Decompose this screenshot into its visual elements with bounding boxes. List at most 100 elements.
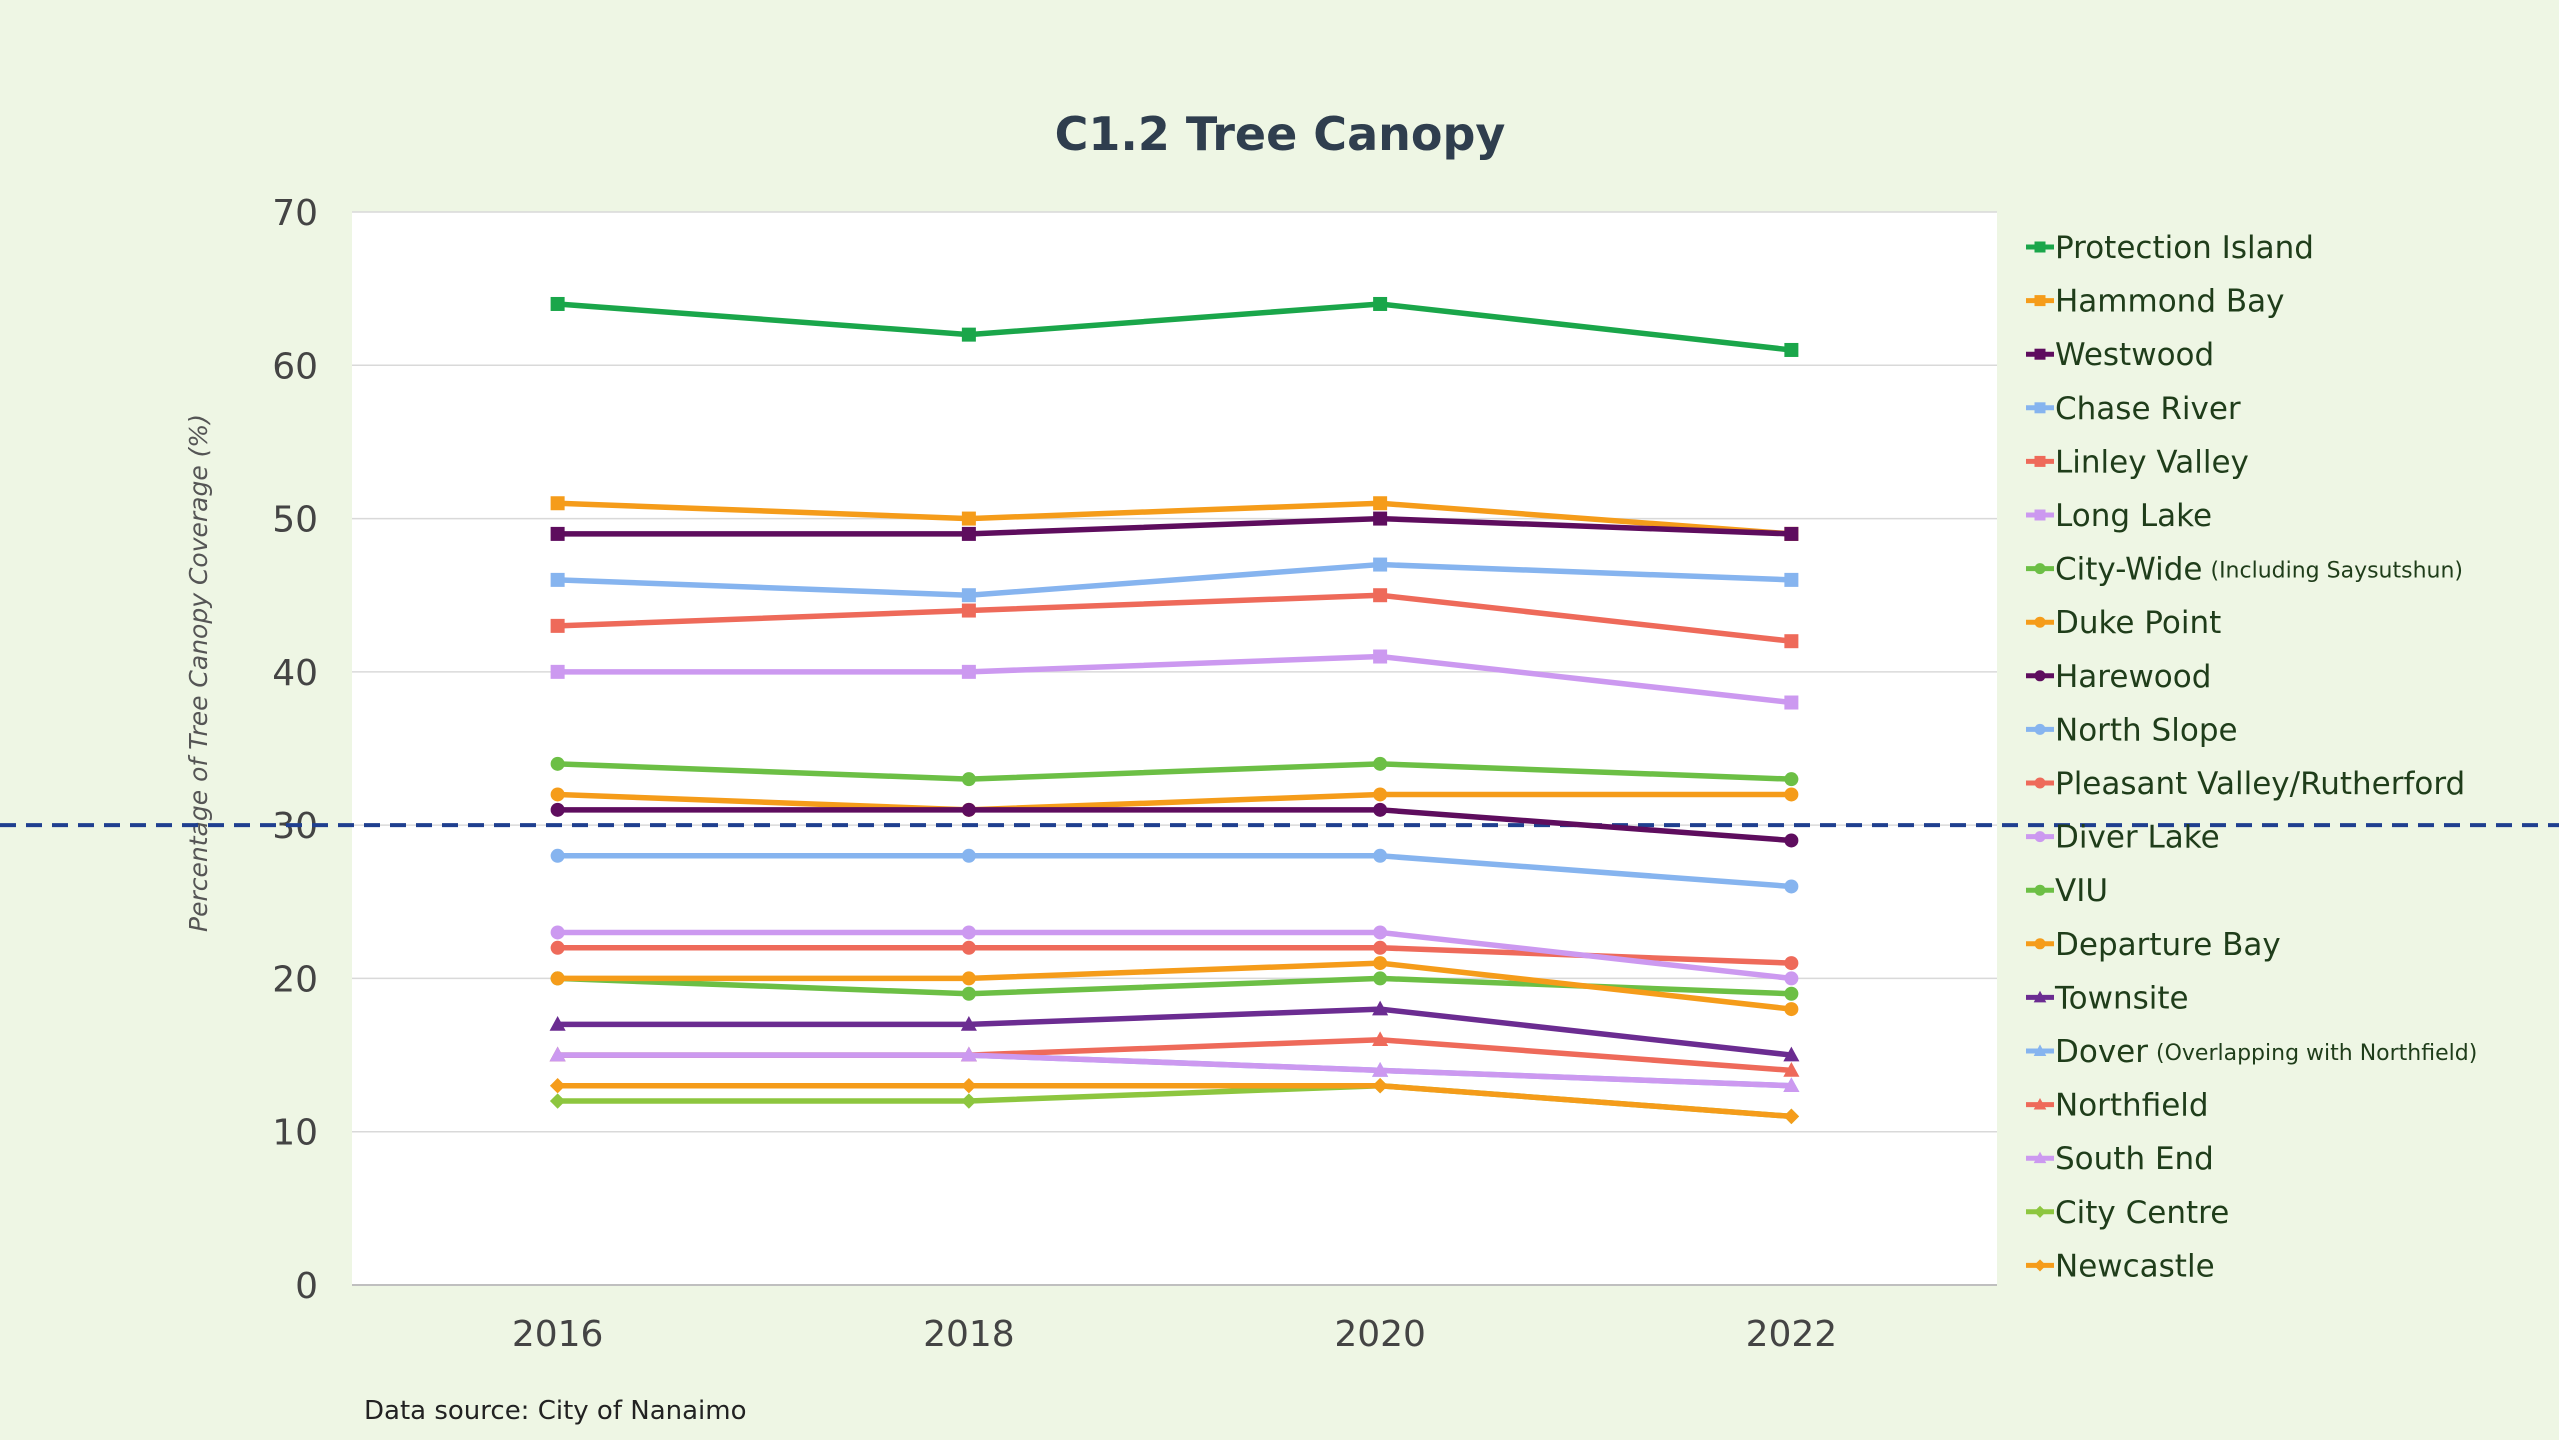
- data-point: [549, 1093, 566, 1109]
- series-group: [549, 1078, 1800, 1125]
- legend-label: City-Wide: [2055, 552, 2202, 588]
- chart-title: C1.2 Tree Canopy: [1055, 107, 1506, 161]
- legend-item: Protection Island: [2026, 230, 2314, 266]
- data-point: [1783, 1077, 1800, 1093]
- legend-label: Chase River: [2055, 391, 2241, 427]
- data-point: [550, 526, 565, 541]
- legend-item: Hammond Bay: [2026, 284, 2284, 320]
- x-tick-label: 2022: [1746, 1314, 1838, 1355]
- data-point: [1373, 496, 1388, 511]
- data-point: [550, 802, 565, 817]
- legend-marker: [2034, 831, 2046, 843]
- legend-label: Diver Lake: [2055, 820, 2220, 856]
- data-point: [1783, 1046, 1800, 1062]
- x-tick-label: 2016: [512, 1314, 604, 1355]
- data-point: [1373, 848, 1388, 863]
- y-tick-label: 70: [272, 193, 318, 234]
- legend-label: Departure Bay: [2055, 927, 2281, 963]
- data-point: [1784, 695, 1799, 710]
- legend-label: North Slope: [2055, 712, 2238, 748]
- data-point: [550, 787, 565, 802]
- legend-marker: [2033, 1205, 2047, 1218]
- legend-item: Harewood: [2026, 659, 2211, 695]
- legend-label: Townsite: [2054, 980, 2189, 1016]
- x-tick-label: 2020: [1334, 1314, 1426, 1355]
- series-group: [550, 848, 1799, 894]
- series-group: [550, 557, 1799, 603]
- legend-item: Chase River: [2026, 391, 2241, 427]
- data-point: [961, 772, 976, 787]
- data-point: [961, 664, 976, 679]
- legend-item: Westwood: [2026, 337, 2214, 373]
- y-tick-label: 0: [295, 1266, 318, 1307]
- data-point: [1784, 986, 1799, 1001]
- legend-marker: [2034, 455, 2046, 467]
- data-point: [961, 327, 976, 342]
- legend-marker: [2033, 1151, 2047, 1164]
- series-line: [557, 500, 1792, 537]
- data-point: [961, 1078, 977, 1094]
- legend-note: (Overlapping with Northfield): [2156, 1041, 2477, 1066]
- data-point: [961, 971, 976, 986]
- series-line: [557, 561, 1792, 598]
- data-point: [1373, 787, 1388, 802]
- series-line: [557, 960, 1792, 1012]
- legend-marker: [2033, 1044, 2047, 1056]
- legend-marker: [2034, 723, 2046, 735]
- legend-marker: [2033, 990, 2047, 1003]
- series-group: [550, 296, 1799, 357]
- data-point: [1373, 511, 1388, 526]
- series-group: [550, 511, 1799, 541]
- legend-label: Linley Valley: [2055, 444, 2249, 480]
- series-group: [550, 956, 1799, 1017]
- data-point: [1373, 557, 1388, 572]
- legend-label: Hammond Bay: [2055, 284, 2284, 320]
- legend-marker: [2034, 348, 2046, 360]
- legend-label: Dover: [2055, 1034, 2148, 1070]
- series-line: [557, 592, 1792, 644]
- series-group: [550, 756, 1799, 787]
- y-tick-label: 60: [272, 346, 318, 387]
- legend-label: Harewood: [2055, 659, 2211, 695]
- data-point: [1784, 526, 1799, 541]
- data-point: [1373, 925, 1388, 940]
- data-point: [549, 1046, 566, 1062]
- data-point: [550, 618, 565, 633]
- data-point: [961, 940, 976, 955]
- y-axis-label: Percentage of Tree Canopy Coverage (%): [184, 414, 213, 932]
- data-point: [961, 925, 976, 940]
- legend-label: City Centre: [2055, 1195, 2229, 1231]
- legend-marker: [2033, 1098, 2047, 1110]
- legend-item: City Centre: [2026, 1195, 2229, 1231]
- y-tick-label: 20: [272, 959, 318, 1000]
- series-group: [550, 787, 1799, 817]
- legend-marker: [2034, 563, 2046, 575]
- data-point: [550, 848, 565, 863]
- x-axis-ticks: 2016 2018 2020 2022: [512, 1314, 1837, 1355]
- series-line: [557, 853, 1792, 890]
- series-line: [557, 929, 1792, 982]
- series-line: [557, 1052, 1792, 1089]
- legend-marker: [2034, 938, 2046, 950]
- data-point: [960, 1046, 977, 1062]
- data-point: [1373, 956, 1388, 971]
- legend-item: Northfield: [2026, 1088, 2209, 1124]
- series-line: [557, 515, 1792, 537]
- y-tick-label: 40: [272, 653, 318, 694]
- legend-item: Linley Valley: [2026, 444, 2249, 480]
- data-point: [1373, 588, 1388, 603]
- data-point: [1784, 956, 1799, 971]
- legend-marker: [2033, 1259, 2047, 1272]
- data-point: [1784, 879, 1799, 894]
- data-point: [961, 588, 976, 603]
- legend-item: Townsite: [2026, 980, 2189, 1016]
- data-point: [1784, 342, 1799, 357]
- data-point: [1784, 1002, 1799, 1017]
- series-line: [557, 653, 1792, 706]
- data-point: [1784, 971, 1799, 986]
- data-point: [1373, 971, 1388, 986]
- legend-marker: [2034, 509, 2046, 521]
- series-group: [550, 588, 1799, 649]
- series-group: [550, 925, 1799, 986]
- series-group: [550, 649, 1799, 710]
